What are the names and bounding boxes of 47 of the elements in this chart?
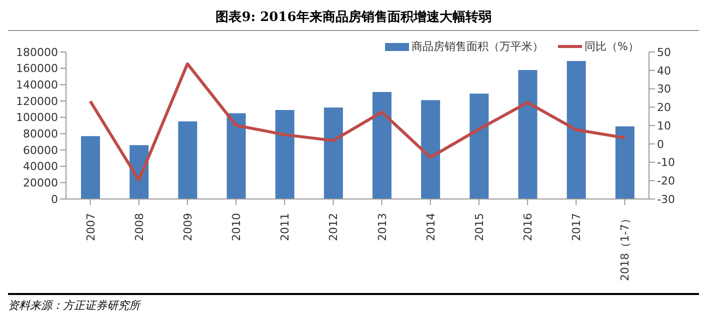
bar: [372, 92, 392, 199]
bar: [566, 60, 586, 199]
y-tick-label: 60000: [23, 144, 58, 157]
y2-tick-label: 30: [657, 82, 671, 96]
x-tick-label: 2007: [84, 213, 98, 241]
x-tick-label: 2014: [424, 213, 438, 241]
y-tick-label: 0: [51, 192, 58, 206]
y2-tick-label: 50: [657, 46, 671, 59]
y-tick-label: 40000: [23, 160, 58, 174]
chart-title: 图表9: 2016年来商品房销售面积增速大幅转弱: [8, 8, 699, 31]
y2-tick-label: 0: [657, 138, 664, 151]
bar: [178, 121, 198, 199]
x-tick-label: 2016: [522, 213, 535, 241]
y2-tick-label: -30: [657, 192, 675, 206]
x-tick-label: 2008: [132, 213, 146, 241]
legend-label: 商品房销售面积（万平米）: [410, 39, 544, 54]
bar: [226, 113, 246, 199]
x-tick-label: 2010: [230, 213, 244, 241]
y-tick-label: 160000: [16, 62, 58, 76]
bar: [470, 94, 489, 199]
y-tick-label: 120000: [16, 94, 58, 108]
y2-tick-label: 20: [657, 101, 671, 114]
legend-label: 同比（%）: [584, 39, 639, 54]
bar: [421, 100, 440, 199]
x-tick-label: 2013: [376, 213, 389, 241]
bar: [275, 110, 294, 199]
text: 资料来源：方正证券研究所: [8, 298, 142, 313]
y-tick-label: 100000: [16, 111, 58, 124]
x-tick-label: 2018（1-7）: [618, 213, 632, 281]
y-tick-label: 20000: [23, 176, 58, 190]
x-tick-label: 2011: [278, 213, 292, 241]
bar: [518, 70, 538, 199]
bar: [324, 108, 343, 199]
x-tick-label: 2015: [472, 213, 486, 241]
y2-tick-label: -20: [657, 174, 675, 188]
x-tick-label: 2012: [327, 213, 340, 241]
bar: [615, 126, 634, 199]
bar: [81, 136, 100, 199]
y-tick-label: 140000: [16, 78, 58, 92]
x-tick-label: 2017: [570, 213, 584, 241]
y-tick-label: 180000: [16, 46, 58, 59]
x-tick-label: 2009: [181, 213, 194, 241]
y2-tick-label: 40: [657, 64, 671, 78]
y2-tick-label: -10: [657, 156, 675, 170]
line-series: [88, 62, 626, 182]
y-tick-label: 80000: [23, 128, 58, 141]
y2-tick-label: 10: [657, 119, 671, 132]
